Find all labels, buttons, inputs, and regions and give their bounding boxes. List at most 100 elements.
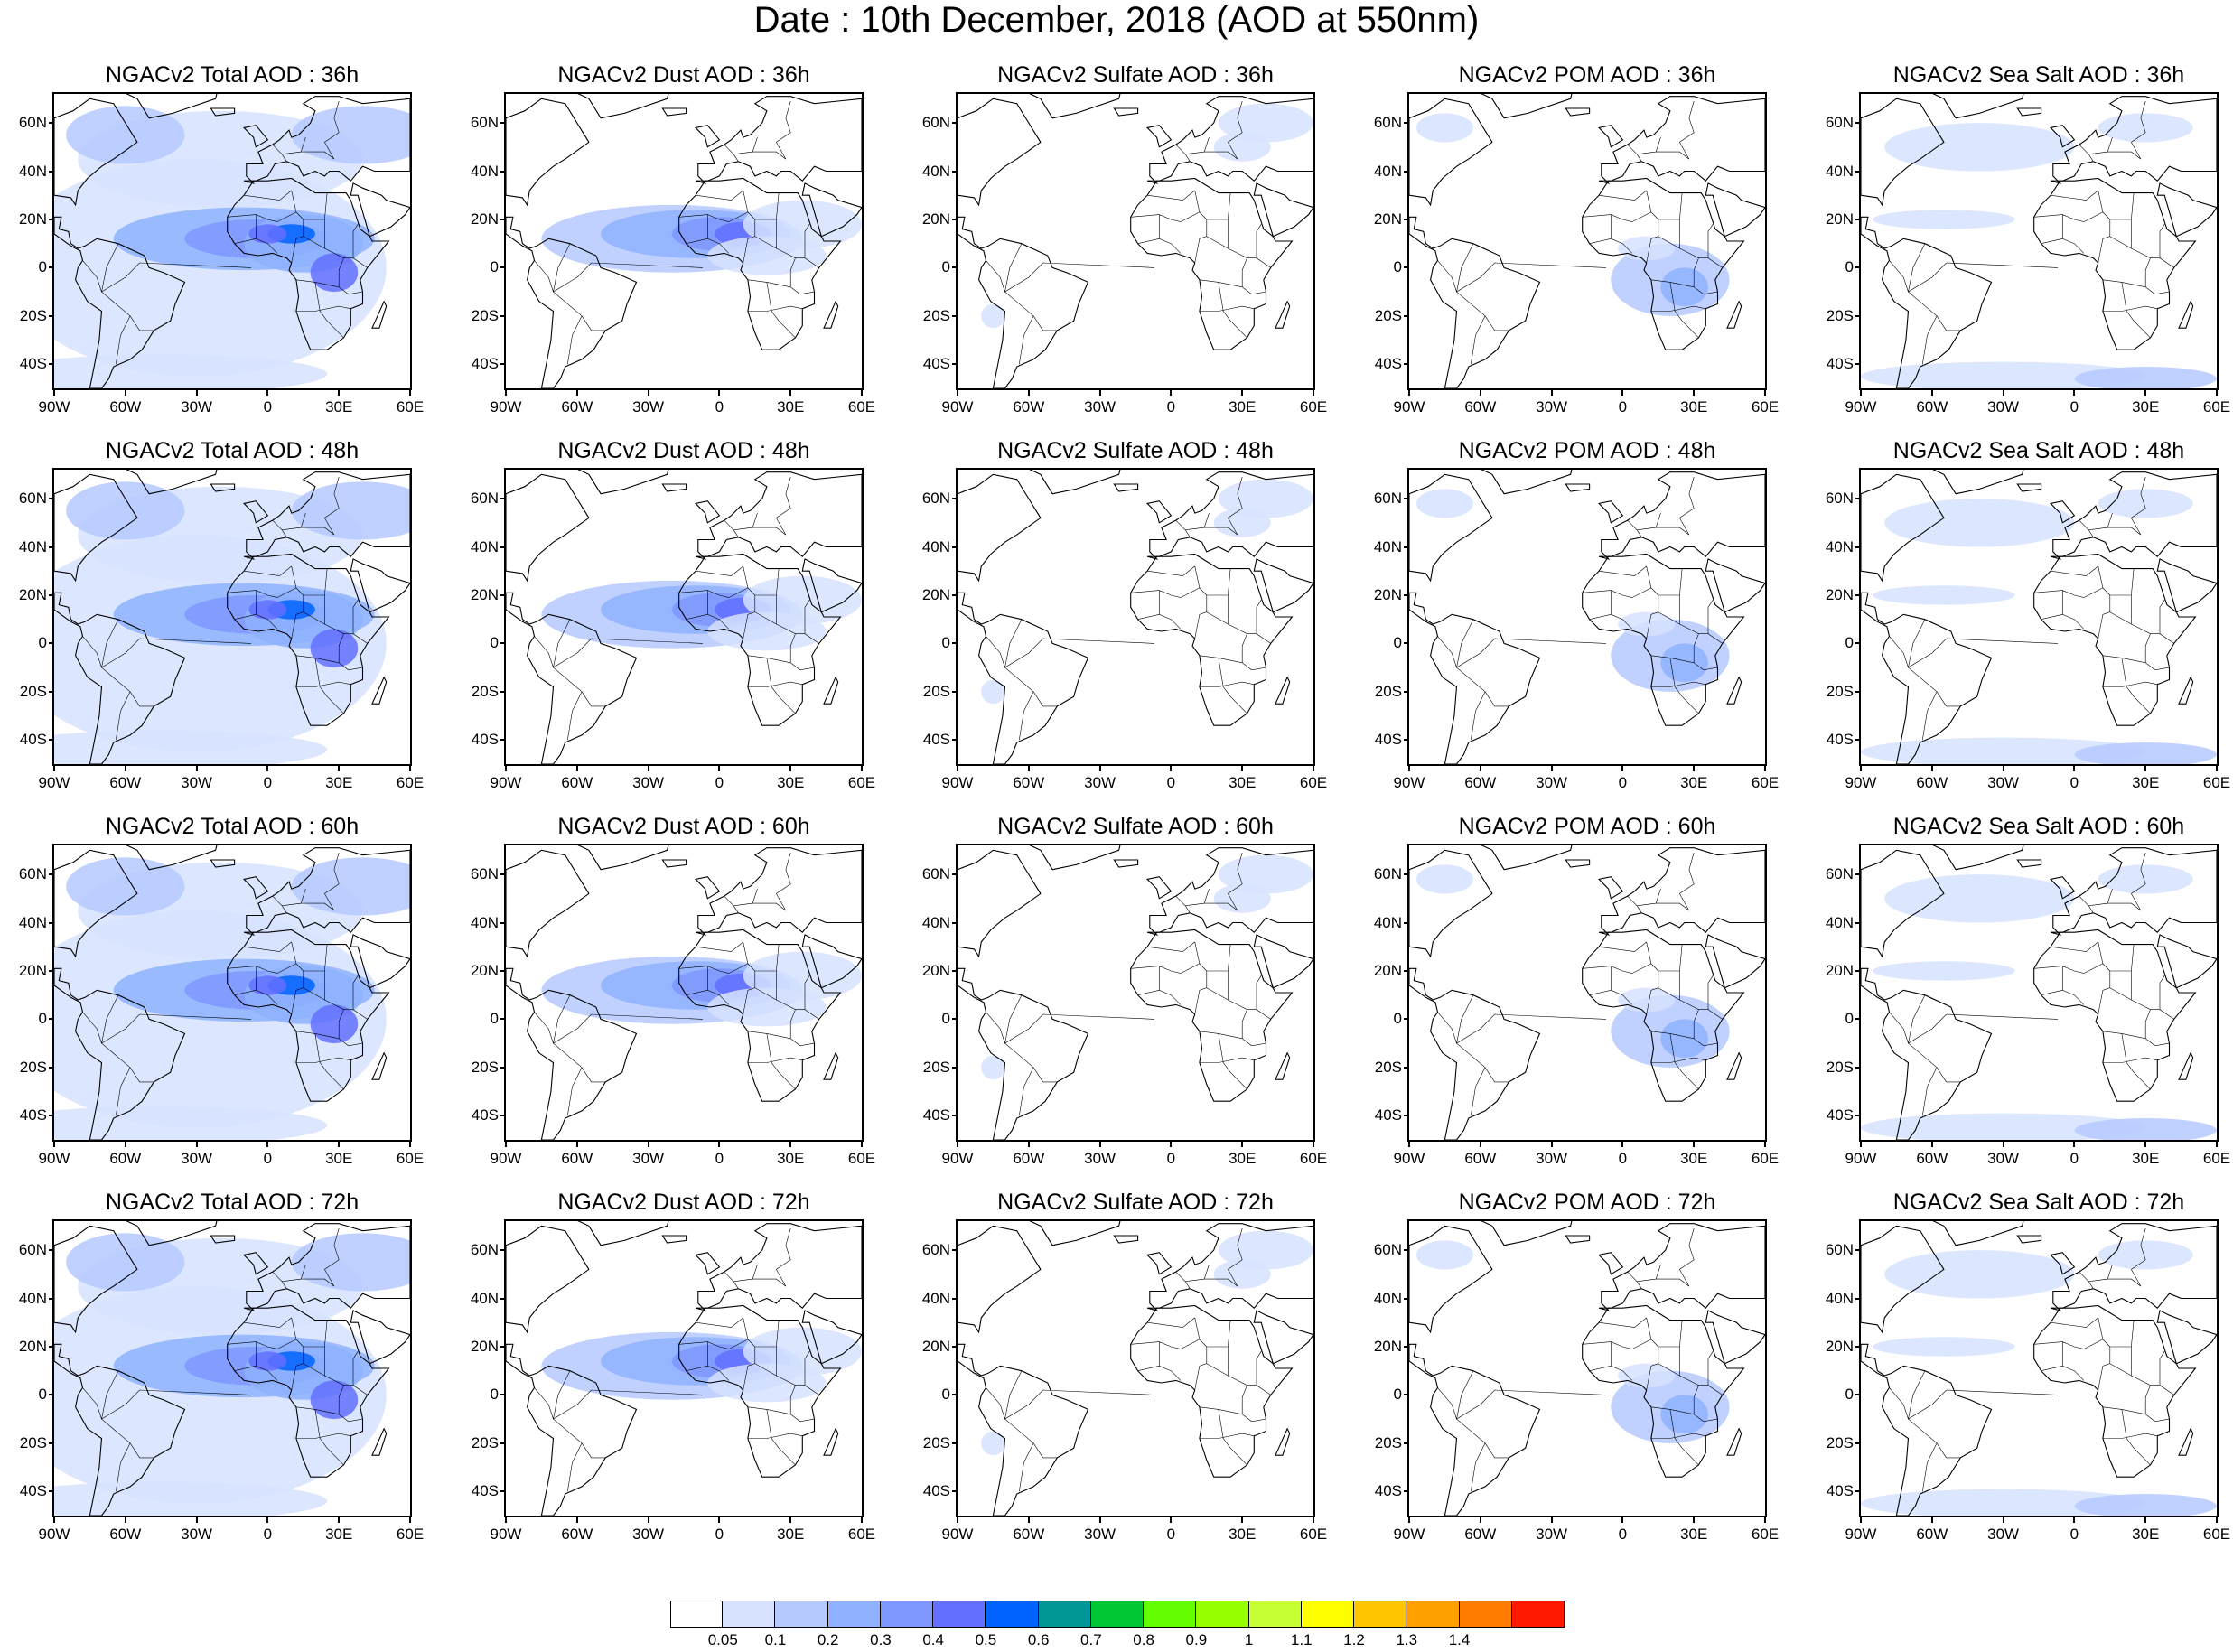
lon-tick [957,1142,958,1147]
lon-tick [1027,390,1030,396]
country-border [552,1389,704,1459]
country-border [352,1351,359,1386]
coastline [243,847,410,936]
country-border [244,190,292,201]
aod-map [54,1221,410,1516]
lon-tick-label: 30E [325,1526,353,1543]
country-border [766,1033,780,1073]
coastline [577,845,669,871]
country-border [1455,262,1607,331]
lat-tick [49,1345,54,1348]
country-border [1228,623,1271,644]
aod-map [54,470,410,764]
coastline [2050,96,2217,184]
lat-tick-label: 0 [38,258,47,276]
lat-tick-label: 60N [1373,865,1402,883]
lat-tick [1855,593,1861,596]
country-border [552,638,704,707]
country-border [234,238,257,244]
country-border [82,636,102,668]
lon-tick [1098,390,1101,396]
country-border [1582,192,1683,249]
coastline [801,182,862,238]
lon-tick-label: 30E [1680,398,1708,415]
coastline [694,500,721,524]
lat-tick [1404,1066,1409,1069]
map-panel: NGACv2 Total AOD : 36h 60N 40N 20N 0 20S 40S 90… [0,61,432,430]
map-panel: NGACv2 Sulfate AOD : 36h 60N 40N 20N 0 20S 40S… [903,61,1335,430]
country-border [1679,623,1723,644]
country-border [1019,1067,1034,1116]
country-border [724,1271,739,1289]
coastline [350,558,410,613]
colorbar-cell [1301,1601,1355,1628]
country-border [1650,1057,1706,1063]
coastline [1861,216,1993,388]
lat-tick-label: 20S [1374,1058,1402,1076]
aod-contour [1873,585,2015,605]
country-border [1159,1341,1182,1381]
lat-tick-label: 20S [1374,682,1402,700]
lon-tick-label: 90W [490,1150,522,1167]
country-border [2121,282,2135,322]
map-panel: NGACv2 Sulfate AOD : 72h 60N 40N 20N 0 20S 40S… [903,1189,1335,1557]
lat-tick [500,1249,506,1252]
country-border [116,691,131,741]
country-border [2062,214,2085,254]
country-border [2102,305,2158,312]
lon-tick [505,390,507,396]
aod-contour [981,679,1005,705]
lat-tick-label: 20S [922,1433,950,1451]
country-border [1147,1317,1195,1328]
lon-tick-label: 30E [1680,1150,1708,1167]
lat-tick [49,969,54,972]
country-border [552,1013,704,1083]
coastline [1565,859,1591,868]
coastline [2033,553,2197,726]
coastline [126,94,218,119]
country-border [1004,1013,1155,1083]
aod-map [506,470,862,764]
panel-title: NGACv2 Sulfate AOD : 72h [997,1190,1274,1215]
aod-contour [743,951,862,1001]
coastline [54,216,186,388]
country-border [1175,895,1191,913]
colorbar-label: 1.2 [1343,1631,1365,1648]
country-border [804,600,810,634]
lat-tick [1855,642,1861,645]
aod-map [1409,1221,1765,1516]
lat-tick-label: 40N [470,1289,499,1307]
country-border [747,1031,815,1047]
lat-tick [1855,1018,1861,1021]
country-border [696,1317,743,1328]
country-border [2033,192,2135,249]
coastline [506,967,638,1140]
lon-tick-label: 90W [490,398,522,415]
aod-contour [2098,113,2193,143]
colorbar-cell [1144,1601,1197,1628]
country-border [1471,315,1486,365]
lon-tick-label: 90W [941,1150,974,1167]
country-border [1229,695,1247,714]
country-border [534,1012,554,1044]
lon-tick-label: 60E [1299,398,1328,415]
country-border [324,247,368,268]
lat-tick [1855,498,1861,500]
coastline [1598,96,1765,184]
country-border [1456,243,1474,293]
lat-tick-label: 20S [1826,682,1854,700]
lon-tick [1479,390,1481,396]
lon-tick-label: 0 [715,1150,724,1167]
lon-tick-label: 60W [1464,398,1497,415]
map-frame [504,1219,864,1517]
country-border [1589,238,1612,244]
lat-tick [500,690,506,693]
colorbar-cell [827,1601,881,1628]
lon-tick [2144,390,2147,396]
lat-tick-label: 20N [921,210,950,228]
country-border [2079,1271,2094,1289]
coastline [1146,471,1313,560]
lon-tick-label: 90W [1393,774,1425,791]
country-border [2041,1366,2063,1371]
lon-tick-label: 90W [941,398,974,415]
